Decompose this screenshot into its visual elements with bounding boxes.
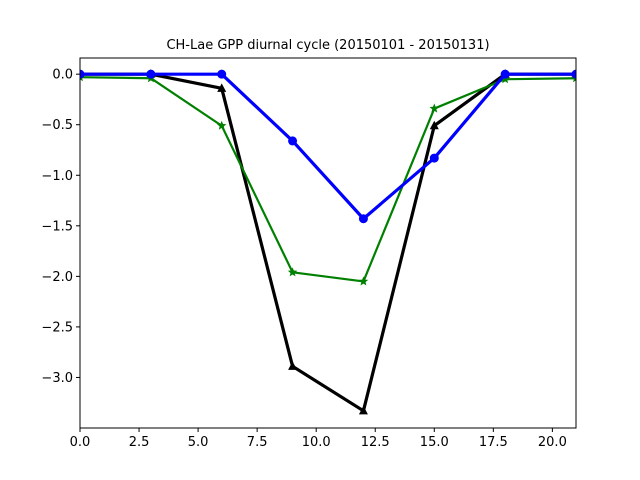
data-point xyxy=(288,361,298,370)
data-point xyxy=(358,214,368,224)
series-line xyxy=(80,76,576,283)
data-point xyxy=(146,69,156,79)
data-point xyxy=(217,83,227,92)
plot-frame xyxy=(79,57,577,429)
y-axis: 0.0 −0.5 −1.0 −1.5 −2.0 −2.5 −3.0 xyxy=(41,68,80,386)
series-line xyxy=(80,72,576,221)
data-point xyxy=(429,103,440,113)
x-tick-label: 20.0 xyxy=(538,435,567,450)
y-tick-label: −1.5 xyxy=(41,219,73,234)
data-point xyxy=(429,153,439,163)
x-tick-label: 0.0 xyxy=(70,435,91,450)
y-tick-label: −2.0 xyxy=(41,270,73,285)
y-tick-label: −0.5 xyxy=(41,118,73,133)
y-tick-label: 0.0 xyxy=(52,68,73,83)
series-triangle xyxy=(80,69,576,415)
data-point xyxy=(500,74,510,84)
y-tick-label: −2.5 xyxy=(41,320,73,335)
x-tick-label: 10.0 xyxy=(302,435,331,450)
y-tick-label: −1.0 xyxy=(41,169,73,184)
data-point xyxy=(217,69,227,79)
series-line xyxy=(80,72,576,413)
series-circle xyxy=(80,69,576,224)
data-point xyxy=(287,267,298,277)
x-tick-label: 12.5 xyxy=(361,435,390,450)
x-tick-label: 7.5 xyxy=(247,435,268,450)
data-point xyxy=(358,405,368,415)
data-point xyxy=(288,136,298,146)
x-tick-label: 2.5 xyxy=(129,435,150,450)
x-tick-label: 5.0 xyxy=(188,435,209,450)
data-point xyxy=(571,69,576,79)
data-point xyxy=(500,69,510,79)
data-point xyxy=(429,120,439,130)
x-tick-label: 15.0 xyxy=(420,435,449,450)
chart-title: CH-Lae GPP diurnal cycle (20150101 - 201… xyxy=(166,38,489,53)
data-point xyxy=(80,69,85,79)
data-point xyxy=(358,276,369,286)
x-tick-label: 17.5 xyxy=(479,435,508,450)
x-axis: 0.0 2.5 5.0 7.5 10.0 12.5 15.0 17.5 20.0 xyxy=(70,428,567,450)
data-point xyxy=(216,120,227,130)
y-tick-label: −3.0 xyxy=(41,371,73,386)
